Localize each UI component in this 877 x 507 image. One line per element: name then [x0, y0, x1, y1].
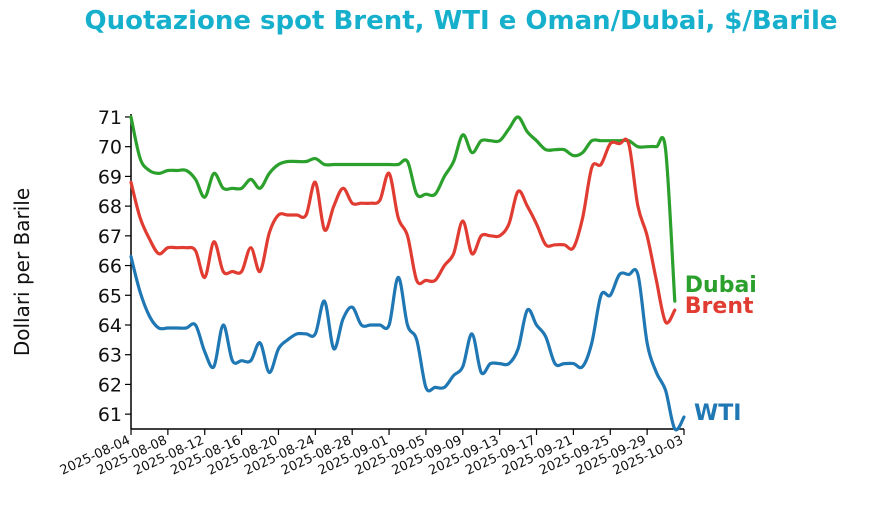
y-tick-label: 70: [98, 137, 122, 159]
y-tick-label: 63: [98, 345, 122, 367]
y-tick-label: 68: [98, 196, 122, 218]
series-layer: [129, 115, 686, 432]
y-tick-label: 69: [98, 166, 122, 188]
series-line-dubai: [129, 115, 677, 303]
y-tick-label: 64: [98, 315, 122, 337]
series-line-wti: [129, 255, 686, 432]
y-tick-label: 62: [98, 374, 122, 396]
series-label-dubai: Dubai: [685, 273, 757, 298]
y-axis-label: Dollari per Barile: [10, 188, 34, 356]
y-tick-label: 71: [98, 107, 122, 129]
series-label-brent: Brent: [685, 294, 754, 319]
x-axis: 2025-08-042025-08-082025-08-122025-08-16…: [58, 428, 686, 479]
series-label-wti: WTI: [694, 401, 741, 426]
y-tick-label: 61: [98, 404, 122, 426]
series-line-brent: [129, 137, 677, 325]
y-axis: 61 62 63 64 65 66 67 68 69 70 71: [98, 107, 132, 429]
y-tick-label: 65: [98, 285, 122, 307]
chart-title: Quotazione spot Brent, WTI e Oman/Dubai,…: [84, 6, 838, 36]
y-tick-label: 66: [98, 256, 122, 278]
y-tick-label: 67: [98, 226, 122, 248]
